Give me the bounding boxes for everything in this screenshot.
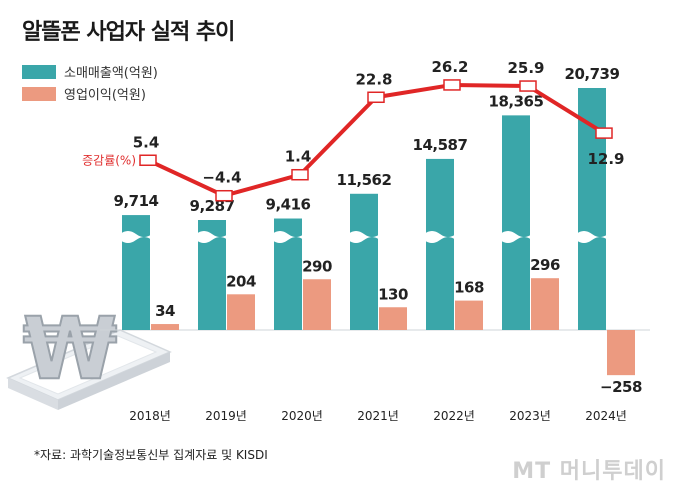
profit-bar <box>607 330 635 376</box>
growth-series-label: 증감률(%) <box>82 153 136 167</box>
axis-break-mark <box>424 231 456 243</box>
chart-title: 알뜰폰 사업자 실적 추이 <box>22 20 235 45</box>
profit-bar <box>151 324 179 330</box>
legend-profit: 영업이익(억원) <box>22 84 146 103</box>
revenue-bar <box>426 158 454 330</box>
year-tick-label: 2023년 <box>509 409 551 423</box>
revenue-label: 9,714 <box>114 192 159 210</box>
growth-marker <box>595 127 613 139</box>
axis-break-mark <box>576 231 608 243</box>
profit-label: 168 <box>454 279 484 297</box>
axis-break-mark <box>120 231 152 243</box>
profit-label: 34 <box>155 302 175 320</box>
profit-label: −258 <box>600 378 642 396</box>
growth-label: 26.2 <box>431 58 468 76</box>
axis-break-mark <box>348 231 380 243</box>
growth-label: 25.9 <box>507 59 544 77</box>
year-tick-label: 2024년 <box>585 409 627 423</box>
growth-marker <box>139 154 157 167</box>
revenue-bar <box>350 193 378 330</box>
growth-marker <box>215 189 233 202</box>
profit-bar <box>379 307 407 330</box>
profit-label: 130 <box>378 285 408 303</box>
profit-bar <box>531 278 559 330</box>
profit-bar <box>227 294 255 330</box>
growth-marker <box>519 80 537 92</box>
legend-profit-swatch <box>22 86 56 101</box>
growth-label: 1.4 <box>285 148 312 166</box>
axis-break-mark <box>272 231 304 243</box>
revenue-bar <box>502 115 530 330</box>
growth-marker <box>291 168 309 181</box>
year-tick-label: 2018년 <box>129 409 171 423</box>
growth-label: −4.4 <box>202 169 241 187</box>
profit-bar <box>303 279 331 330</box>
axis-break-mark <box>500 231 532 243</box>
growth-marker <box>443 79 461 91</box>
growth-label: 5.4 <box>133 133 160 151</box>
revenue-label: 20,739 <box>565 65 620 83</box>
revenue-label: 9,287 <box>190 197 235 215</box>
legend-revenue: 소매매출액(억원) <box>22 62 158 81</box>
revenue-label: 18,365 <box>489 92 544 110</box>
year-tick-label: 2022년 <box>433 409 475 423</box>
profit-bar <box>455 300 483 330</box>
profit-label: 204 <box>226 272 256 290</box>
revenue-label: 14,587 <box>413 136 468 154</box>
profit-label: 296 <box>530 256 560 274</box>
legend-profit-label: 영업이익(억원) <box>64 88 146 103</box>
year-tick-label: 2019년 <box>205 409 247 423</box>
growth-label: 22.8 <box>355 70 392 88</box>
legend-revenue-label: 소매매출액(억원) <box>64 66 158 81</box>
profit-label: 290 <box>302 257 332 275</box>
legend-revenue-swatch <box>22 64 56 79</box>
year-tick-label: 2020년 <box>281 409 323 423</box>
axis-break-mark <box>196 231 228 243</box>
watermark-logo: MT 머니투데이 <box>512 459 666 484</box>
growth-label: 12.9 <box>587 150 624 168</box>
phone-won-illustration: ₩ <box>6 298 172 410</box>
year-tick-label: 2021년 <box>357 409 399 423</box>
growth-marker <box>367 91 385 104</box>
revenue-label: 11,562 <box>337 171 392 189</box>
source-note: *자료: 과학기술정보통신부 집계자료 및 KISDI <box>34 448 268 462</box>
won-icon: ₩ <box>23 299 118 399</box>
revenue-label: 9,416 <box>266 196 311 214</box>
